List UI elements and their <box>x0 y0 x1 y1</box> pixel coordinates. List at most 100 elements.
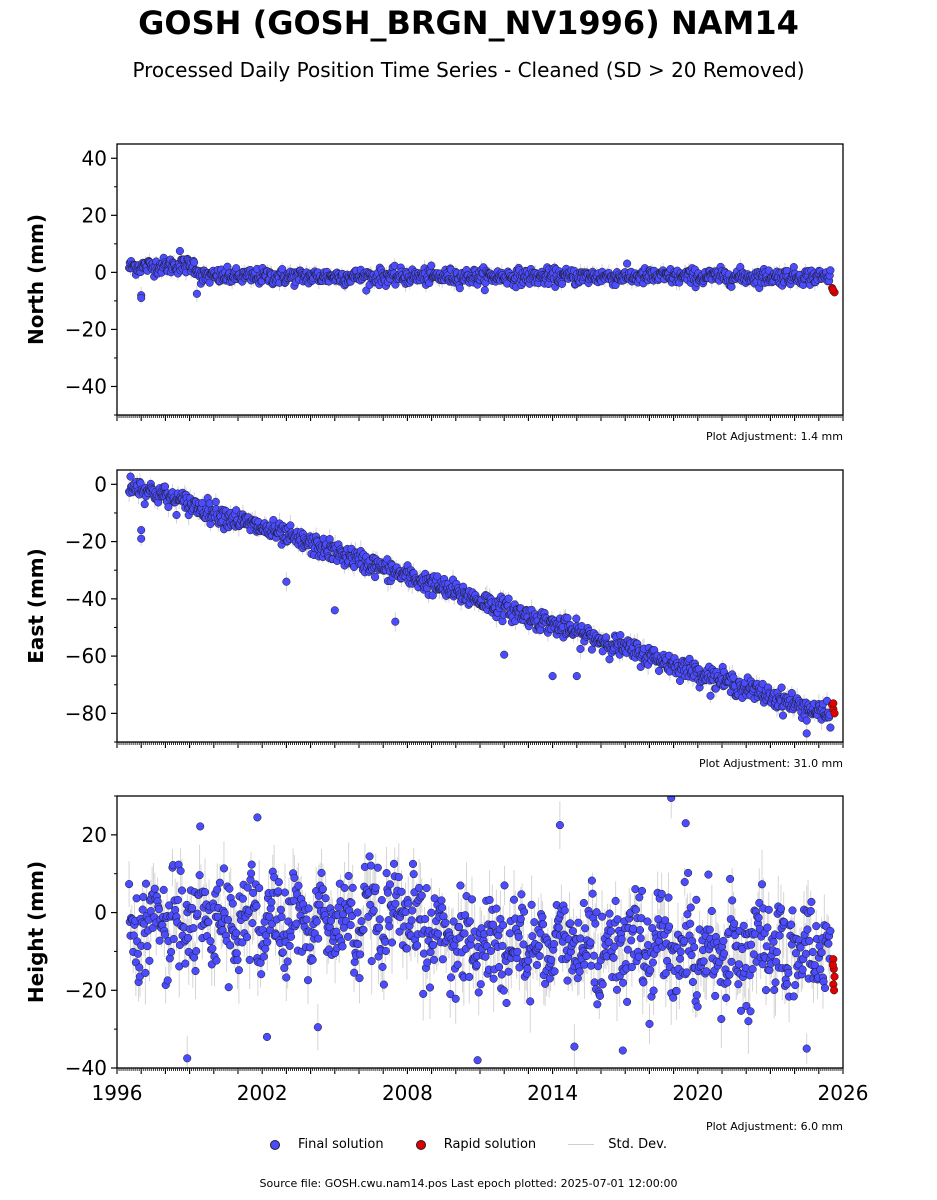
final-point <box>175 246 184 256</box>
final-point <box>504 967 513 976</box>
final-point <box>169 934 178 944</box>
final-point <box>472 960 481 969</box>
final-point <box>248 919 257 928</box>
final-point <box>359 925 368 934</box>
final-point <box>261 944 270 953</box>
final-point <box>488 920 498 929</box>
final-point <box>177 886 187 895</box>
final-point <box>419 949 428 958</box>
final-point <box>451 994 460 1003</box>
final-point <box>404 899 413 908</box>
final-point <box>204 918 213 927</box>
final-point <box>126 472 135 481</box>
final-point <box>305 943 315 952</box>
plot-area-0 <box>125 246 839 304</box>
final-point <box>467 934 476 943</box>
final-point <box>340 883 349 892</box>
final-point <box>397 887 406 896</box>
final-point <box>282 973 291 982</box>
final-point <box>382 869 391 878</box>
final-point <box>729 673 738 682</box>
final-point <box>290 873 299 882</box>
final-point <box>449 917 458 926</box>
final-point <box>318 884 327 894</box>
final-points-1 <box>125 472 835 738</box>
final-point <box>366 861 376 870</box>
final-point <box>249 888 258 897</box>
final-point <box>176 866 185 875</box>
final-point <box>409 870 418 879</box>
final-point <box>492 904 501 913</box>
final-point <box>195 871 204 880</box>
final-point <box>163 976 172 985</box>
final-point <box>375 923 384 932</box>
final-point <box>377 896 386 905</box>
final-point <box>143 942 152 951</box>
final-point <box>223 262 232 271</box>
final-point <box>356 950 365 959</box>
final-point <box>505 929 514 938</box>
y-tick-label: 40 <box>82 146 107 170</box>
final-point <box>381 937 390 946</box>
final-point <box>438 903 447 912</box>
final-point <box>280 963 289 973</box>
final-point <box>499 986 508 995</box>
final-point <box>777 683 786 692</box>
y-tick-label: 20 <box>82 203 107 227</box>
final-point <box>213 885 222 894</box>
plot-area-2 <box>125 796 839 1068</box>
panel-0: 40 20 0 −20 −40 North (mm) Plot Adjustment: 1.… <box>24 143 844 443</box>
final-point <box>787 688 796 698</box>
final-point <box>280 888 289 897</box>
final-point <box>242 933 252 942</box>
final-point <box>255 884 264 893</box>
final-point <box>208 944 217 953</box>
final-point <box>154 905 163 914</box>
final-point <box>355 974 364 983</box>
final-point <box>576 644 585 653</box>
final-point <box>481 952 490 961</box>
y-tick-label: −60 <box>65 644 107 668</box>
final-point <box>228 899 237 908</box>
final-point <box>408 859 418 868</box>
final-point <box>563 613 572 622</box>
final-point <box>460 929 469 938</box>
y-tick-label: 0 <box>94 472 107 496</box>
final-point <box>263 937 272 947</box>
final-point <box>232 928 241 938</box>
y-axis-label: North (mm) <box>24 214 48 345</box>
final-point <box>427 908 436 917</box>
rapid-points-1 <box>828 699 839 718</box>
final-point <box>145 956 154 965</box>
final-points-0 <box>125 246 835 303</box>
final-point <box>283 957 292 966</box>
final-point <box>215 878 224 887</box>
final-point <box>140 500 149 509</box>
final-point <box>196 822 205 831</box>
final-point <box>171 905 180 915</box>
final-point <box>278 948 287 957</box>
final-point <box>234 966 243 975</box>
final-point <box>480 286 489 295</box>
final-point <box>429 955 439 964</box>
final-point <box>426 948 435 957</box>
final-point <box>137 526 146 535</box>
final-point <box>371 883 380 892</box>
final-point <box>429 940 438 950</box>
final-point <box>415 883 424 892</box>
chart-subtitle: Processed Daily Position Time Series - C… <box>132 58 805 82</box>
final-point <box>385 880 395 889</box>
final-point <box>826 266 835 275</box>
final-point <box>312 917 321 926</box>
final-point <box>548 672 557 681</box>
final-point <box>247 869 256 878</box>
final-point <box>373 863 382 872</box>
final-point <box>200 888 210 897</box>
final-point <box>616 631 625 640</box>
final-point <box>427 261 436 270</box>
final-point <box>789 263 798 272</box>
final-point <box>802 716 811 725</box>
final-point <box>497 970 506 979</box>
final-point <box>137 293 146 303</box>
